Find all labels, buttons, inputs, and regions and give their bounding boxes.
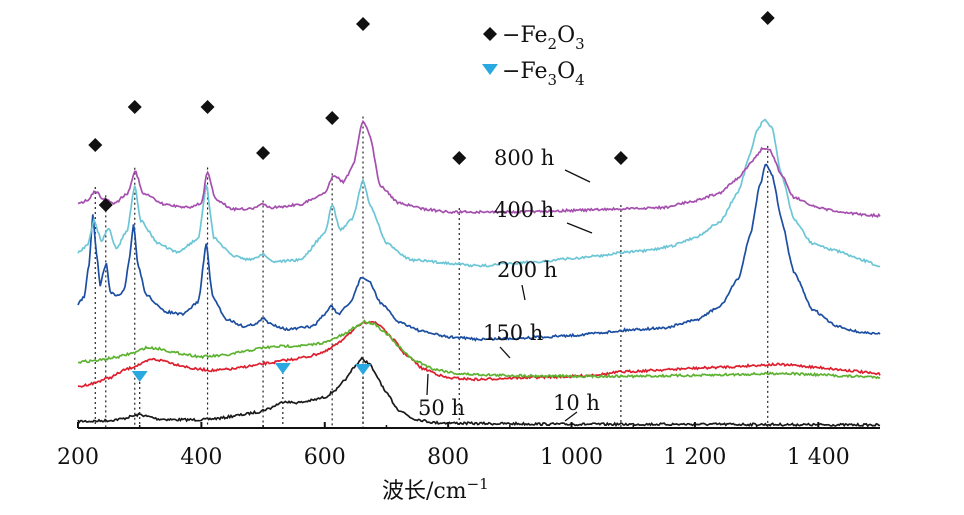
curve-400h [77, 118, 881, 268]
fe2o3-peak-marker [356, 17, 371, 31]
curve-label-leader [521, 284, 526, 301]
curve-label-leader [564, 169, 591, 183]
legend-fe2o3-marker [483, 27, 497, 41]
x-tick-label: 600 [304, 445, 346, 470]
curve-label-800h: 800 h [494, 146, 554, 170]
curve-label-leader [564, 411, 578, 422]
peak-markers [88, 11, 775, 382]
curve-label-leader [426, 373, 429, 396]
fe3o4-peak-marker [355, 364, 372, 375]
x-tick-label: 1 400 [787, 445, 850, 470]
legend-fe3o4-text: −Fe3O4 [502, 59, 585, 89]
curve-label-10h: 10 h [553, 391, 600, 415]
curve-label-150h: 150 h [483, 321, 543, 345]
curve-label-leader [566, 222, 593, 234]
x-tick-label: 200 [57, 445, 99, 470]
curve-50h [77, 320, 881, 388]
fe3o4-peak-marker [131, 371, 148, 382]
fe2o3-peak-marker [613, 151, 628, 165]
curve-label-50h: 50 h [418, 396, 465, 420]
fe2o3-peak-marker [452, 151, 467, 165]
fe3o4-peak-marker [274, 363, 291, 374]
fe2o3-peak-marker [98, 198, 113, 212]
fe2o3-peak-marker [256, 146, 271, 160]
fe2o3-peak-marker [127, 100, 142, 114]
fe2o3-peak-marker [325, 111, 340, 125]
x-tick-label: 800 [427, 445, 469, 470]
fe2o3-peak-marker [760, 11, 775, 25]
x-tick-label: 1 200 [663, 445, 726, 470]
curve-label-200h: 200 h [497, 258, 557, 282]
curve-label-400h: 400 h [494, 198, 554, 222]
peak-guide-lines [94, 116, 769, 428]
legend: −Fe2O3 −Fe3O4 [482, 23, 585, 89]
legend-fe2o3-text: −Fe2O3 [502, 23, 585, 53]
x-axis-label: 波长/cm−1 [382, 475, 489, 504]
fe2o3-peak-marker [200, 100, 215, 114]
curve-10h [77, 356, 881, 428]
spectrum-curves [77, 118, 881, 428]
curve-label-leader [499, 346, 511, 359]
curve-150h [77, 319, 881, 380]
curve-labels: 800 h 400 h 200 h 150 h 50 h 10 h [418, 146, 600, 422]
x-tick-label: 1 000 [540, 445, 603, 470]
curve-800h [77, 119, 881, 219]
x-tick-label: 400 [180, 445, 222, 470]
fe2o3-peak-marker [88, 138, 103, 152]
curve-200h [77, 163, 881, 342]
x-ticks: 200 400 600 800 1 000 1 200 1 400 [57, 422, 850, 470]
legend-fe3o4-marker [482, 64, 498, 75]
